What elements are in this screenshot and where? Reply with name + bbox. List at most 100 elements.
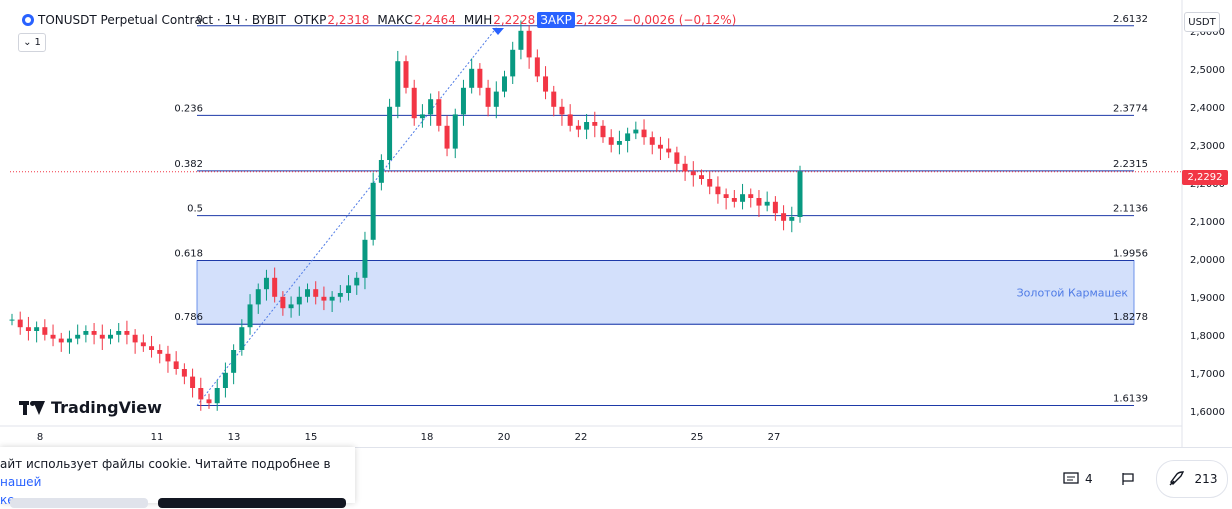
tradingview-logo-text: TradingView xyxy=(51,398,162,417)
candle-body xyxy=(296,296,302,305)
candle-body xyxy=(592,122,598,126)
candle-body xyxy=(436,99,442,126)
fib-price-label: 1.9956 xyxy=(1113,248,1148,259)
candle-body xyxy=(682,163,688,172)
fib-price-label: 2.1136 xyxy=(1113,204,1148,215)
tradingview-logo-icon xyxy=(19,400,45,415)
candle-body xyxy=(305,289,310,297)
date-tick-label: 15 xyxy=(305,432,318,443)
candle-body xyxy=(9,319,15,321)
date-tick-label: 22 xyxy=(575,432,588,443)
candle-body xyxy=(657,144,663,149)
chart-area[interactable]: 2,60002,50002,40002,30002,20002,10002,00… xyxy=(0,0,1232,448)
date-tick-label: 18 xyxy=(421,432,434,443)
candle-body xyxy=(280,296,286,309)
candle-body xyxy=(469,68,475,88)
close-value: 2,2292 xyxy=(575,13,618,27)
candle-body xyxy=(354,277,360,286)
swing-high-marker xyxy=(492,28,504,35)
candle-body xyxy=(181,369,187,377)
cookie-link[interactable]: нашей xyxy=(0,475,42,489)
candle-body xyxy=(247,304,253,328)
price-tick-label: 1,8000 xyxy=(1190,331,1225,342)
price-tick-label: 1,6000 xyxy=(1190,407,1225,418)
candle-body xyxy=(731,198,737,202)
candle-body xyxy=(395,61,401,107)
rocket-icon xyxy=(1169,471,1184,486)
candle-body xyxy=(543,76,549,92)
candle-body xyxy=(797,171,803,217)
candle-body xyxy=(288,304,294,309)
price-tick-label: 2,6000 xyxy=(1190,27,1225,38)
candle-body xyxy=(190,376,196,388)
candle-body xyxy=(272,277,278,297)
candle-body xyxy=(346,285,352,293)
indicators-toggle-button[interactable]: ⌄ 1 xyxy=(18,33,46,52)
candle-body xyxy=(108,334,113,339)
fib-price-label: 1.8278 xyxy=(1113,312,1148,323)
boost-button[interactable]: 213 xyxy=(1156,460,1228,498)
fib-ratio-label: 0.618 xyxy=(174,248,203,259)
candle-body xyxy=(222,372,228,388)
fib-anchor-line xyxy=(196,25,499,406)
candle-body xyxy=(493,91,499,107)
chevron-down-icon: ⌄ xyxy=(23,37,32,48)
candle-body xyxy=(58,338,64,343)
date-tick-label: 27 xyxy=(768,432,781,443)
candle-body xyxy=(263,277,269,290)
price-chart[interactable]: 2,60002,50002,40002,30002,20002,10002,00… xyxy=(0,0,1232,447)
comments-button[interactable]: 4 xyxy=(1063,462,1093,496)
candle-body xyxy=(551,91,557,107)
high-value: 2,2464 xyxy=(413,13,456,27)
candle-body xyxy=(66,338,72,343)
candle-body xyxy=(173,361,179,369)
candle-body xyxy=(534,57,540,77)
candle-body xyxy=(690,171,696,176)
candle-body xyxy=(321,296,327,301)
symbol-title[interactable]: TONUSDT Perpetual Contract · 1Ч · BYBIT xyxy=(38,13,286,27)
candle-body xyxy=(255,289,261,305)
candle-body xyxy=(231,350,237,373)
open-value: 2,2318 xyxy=(327,13,370,27)
candle-body xyxy=(748,194,754,198)
price-tick-label: 1,7000 xyxy=(1190,369,1225,380)
candle-body xyxy=(789,217,795,221)
report-button[interactable] xyxy=(1121,462,1135,496)
cookie-banner: айт использует файлы cookie. Читайте под… xyxy=(0,447,355,508)
cookie-accept-button[interactable] xyxy=(158,498,346,508)
fib-ratio-label: 0.382 xyxy=(174,159,203,170)
candle-body xyxy=(198,388,204,400)
tradingview-logo[interactable]: TradingView xyxy=(19,398,162,417)
fib-ratio-label: 0.5 xyxy=(187,204,203,215)
currency-button[interactable]: USDT xyxy=(1184,12,1220,32)
candle-body xyxy=(510,49,516,77)
candle-body xyxy=(518,30,524,50)
date-tick-label: 11 xyxy=(151,432,164,443)
candle-body xyxy=(764,201,770,206)
fib-price-label: 1.6139 xyxy=(1113,394,1148,405)
ton-coin-icon xyxy=(22,14,34,26)
candle-body xyxy=(91,331,97,335)
price-tick-label: 2,1000 xyxy=(1190,217,1225,228)
candle-body xyxy=(239,327,245,350)
candle-body xyxy=(42,327,48,335)
symbol-legend: TONUSDT Perpetual Contract · 1Ч · BYBIT … xyxy=(22,10,736,30)
candle-body xyxy=(715,186,721,195)
cookie-secondary-button[interactable] xyxy=(10,498,148,508)
candle-body xyxy=(75,334,81,339)
candle-body xyxy=(140,342,146,347)
candle-body xyxy=(116,331,122,335)
candle-body xyxy=(485,87,491,107)
candle-body xyxy=(83,331,89,335)
price-tick-label: 2,5000 xyxy=(1190,65,1225,76)
candle-body xyxy=(419,114,425,119)
candle-body xyxy=(723,194,729,198)
date-tick-label: 13 xyxy=(228,432,241,443)
candle-body xyxy=(674,152,680,164)
candle-body xyxy=(17,319,23,328)
candle-body xyxy=(34,327,40,331)
candle-body xyxy=(403,61,409,88)
high-label: МАКС xyxy=(377,13,413,27)
candle-body xyxy=(633,129,639,134)
candle-body xyxy=(370,182,376,240)
